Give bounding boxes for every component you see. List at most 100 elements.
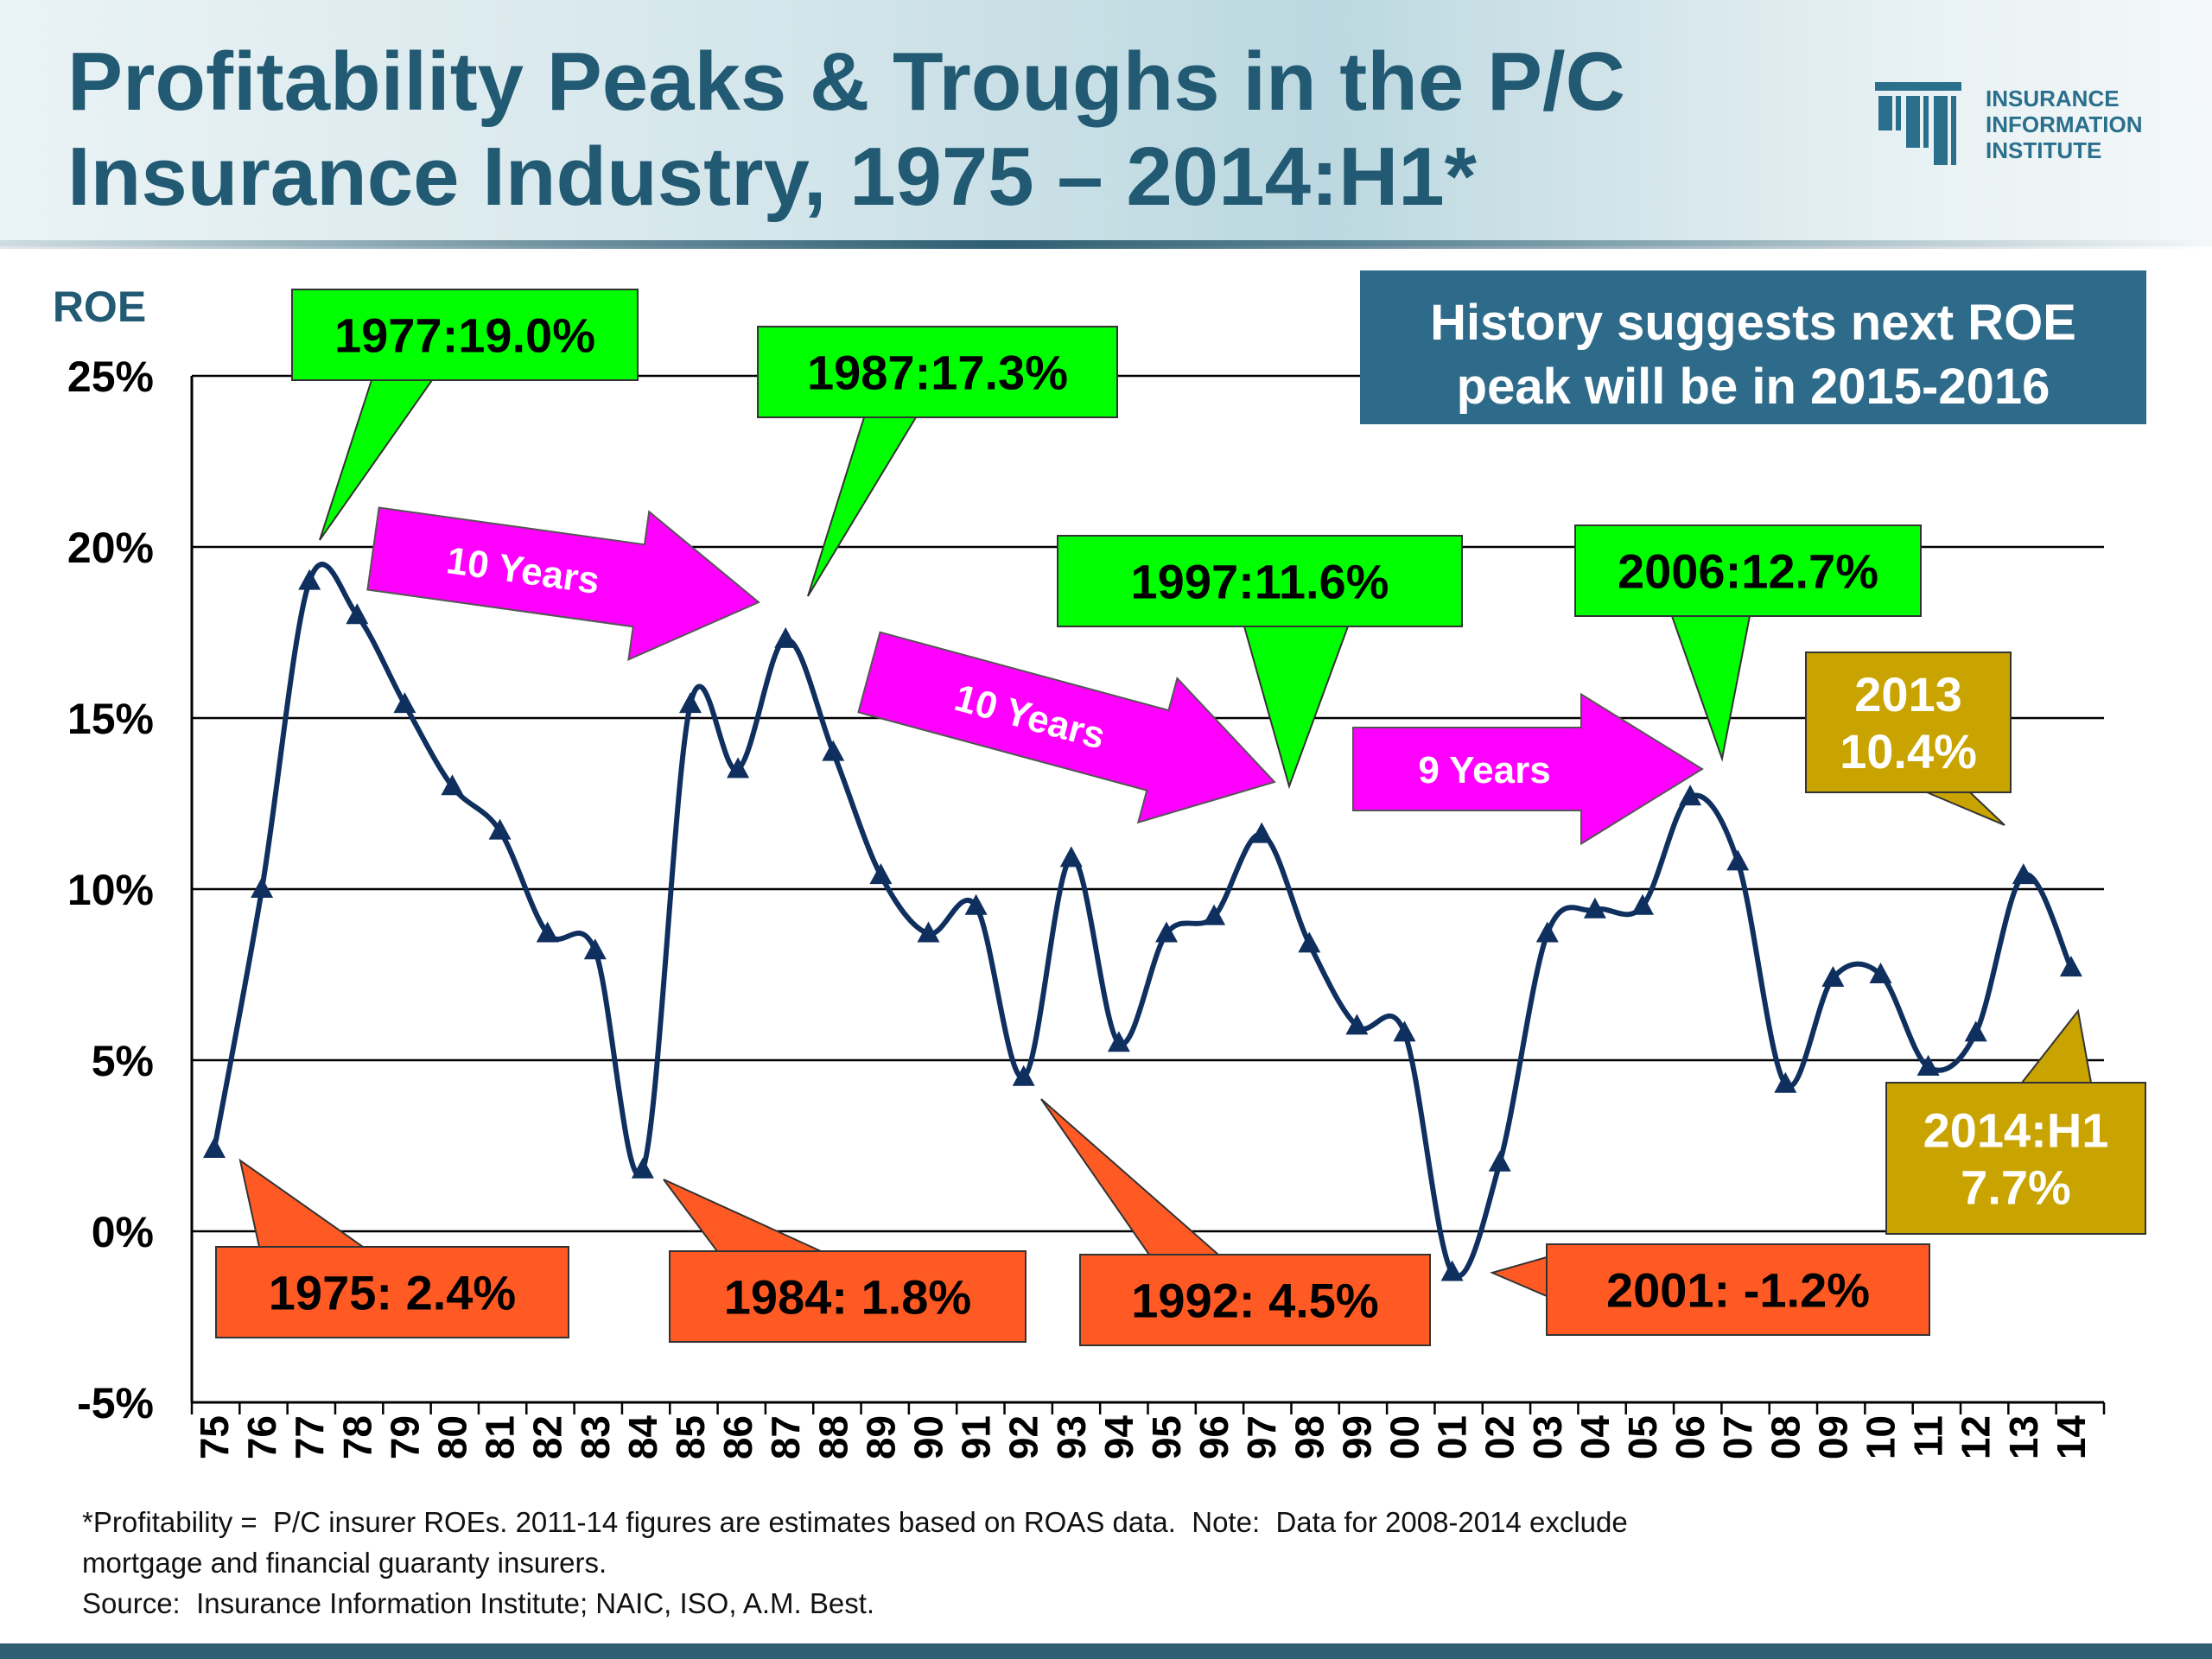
x-tick-label: 09: [1810, 1415, 1855, 1459]
x-tick-label: 94: [1096, 1415, 1141, 1460]
interval-arrow-shape: [366, 506, 760, 661]
x-tick-label: 84: [620, 1415, 665, 1460]
recent-callout-2014h1-label: 2014:H1 7.7%: [1923, 1103, 2109, 1215]
x-tick-label: 98: [1287, 1415, 1332, 1459]
x-tick-label: 88: [810, 1415, 855, 1459]
header-divider: [0, 240, 2212, 249]
data-point-marker: [1916, 1054, 1940, 1076]
data-point-marker: [1583, 897, 1606, 918]
peak-callout-pointer: [807, 416, 918, 597]
trough-callout-label: 1992: 4.5%: [1131, 1274, 1378, 1328]
data-point-marker: [631, 1157, 654, 1179]
data-point-marker: [298, 569, 321, 590]
y-tick-label: 20%: [67, 524, 154, 572]
x-tick-label: 00: [1382, 1415, 1427, 1459]
data-point-marker: [393, 692, 416, 714]
data-point-marker: [1774, 1071, 1797, 1093]
footnote: *Profitability = P/C insurer ROEs. 2011-…: [82, 1502, 2069, 1624]
footnote-line-1: *Profitability = P/C insurer ROEs. 2011-…: [82, 1506, 1628, 1538]
x-tick-label: 75: [192, 1415, 237, 1459]
y-tick-label: 15%: [67, 695, 154, 743]
data-point-marker: [679, 692, 702, 714]
peak-callout-pointer: [1670, 615, 1751, 762]
iii-logo-icon: [1875, 82, 1961, 165]
data-point-marker: [1250, 822, 1274, 843]
data-point-marker: [1964, 1020, 1987, 1042]
x-tick-label: 96: [1192, 1415, 1236, 1459]
x-tick-label: 05: [1620, 1415, 1665, 1459]
data-point-marker: [1869, 963, 1892, 983]
logo-text: INSURANCE INFORMATION INSTITUTE: [1986, 86, 2143, 163]
trough-callout: [215, 1158, 569, 1338]
data-point-marker: [1012, 1065, 1035, 1086]
trough-callout-box: [215, 1246, 569, 1338]
x-tick-label: 92: [1001, 1415, 1046, 1459]
x-tick-label: 78: [334, 1415, 379, 1459]
series-line: [212, 562, 2074, 1279]
data-point-marker: [1059, 846, 1083, 868]
trough-callout-pointer: [663, 1179, 822, 1252]
trough-callout-label: 2001: -1.2%: [1606, 1263, 1870, 1318]
data-point-marker: [251, 877, 274, 898]
x-tick-label: 77: [287, 1415, 332, 1459]
roe-line-chart: 10 Years 10 Years 9 Years -5% 0% 5% 10% 15% 20%…: [53, 270, 2146, 1459]
logo: INSURANCE INFORMATION INSTITUTE: [1875, 82, 2186, 168]
peak-callout-label: 1997:11.6%: [1131, 555, 1389, 609]
trough-callout: [1040, 1098, 1431, 1346]
data-point-marker: [1679, 785, 1702, 806]
bottom-bar: [0, 1643, 2212, 1659]
recent-callout-2013: [1805, 652, 2012, 826]
x-tick-label: 79: [382, 1415, 427, 1459]
data-point-marker: [1298, 931, 1321, 953]
data-point-marker: [964, 893, 988, 915]
data-point-marker: [1107, 1031, 1130, 1052]
peak-callout-pointer: [1243, 626, 1350, 790]
axes: [190, 376, 2106, 1414]
peak-callout: [291, 289, 639, 541]
recent-callout-2014h1-pointer: [2019, 1008, 2093, 1084]
x-tick-label: 10: [1859, 1415, 1904, 1459]
data-point-marker: [536, 921, 559, 943]
peak-callout-label: 2006:12.7%: [1618, 544, 1878, 599]
footnote-line-2: mortgage and financial guaranty insurers…: [82, 1547, 607, 1579]
trough-callout-label: 1975: 2.4%: [269, 1266, 516, 1320]
x-tick-label: 81: [478, 1415, 523, 1459]
data-point-marker: [1488, 1150, 1511, 1172]
x-tick-label: 95: [1144, 1415, 1189, 1459]
x-tick-label: 91: [954, 1415, 999, 1459]
interval-arrow: 10 Years: [366, 506, 760, 661]
y-tick-label: 25%: [67, 353, 154, 401]
info-box-text: History suggests next ROE peak will be in…: [1430, 295, 2076, 415]
x-tick-label: 12: [1954, 1415, 1999, 1459]
x-tick-label: 02: [1478, 1415, 1522, 1459]
x-tick-label: 90: [906, 1415, 951, 1459]
data-point-marker: [441, 774, 464, 796]
data-point-marker: [583, 938, 607, 960]
interval-arrow-label: 9 Years: [1418, 749, 1550, 791]
callouts: 10 Years 10 Years 9 Years: [215, 270, 2146, 1346]
roe-series-line: [212, 562, 2074, 1279]
data-point-marker: [203, 1136, 226, 1158]
y-tick-label: 10%: [67, 866, 154, 914]
data-point-marker: [917, 921, 940, 943]
interval-arrow: 10 Years: [857, 631, 1276, 824]
data-point-marker: [869, 863, 893, 885]
x-tick-label: 82: [525, 1415, 570, 1459]
header-band: Profitability Peaks & Troughs in the P/C…: [0, 0, 2212, 246]
data-point-marker: [1155, 921, 1178, 943]
recent-callout-2014h1-box: [1885, 1082, 2146, 1235]
x-tick-label: 06: [1668, 1415, 1713, 1459]
trough-callout: [663, 1179, 1027, 1343]
data-point-marker: [488, 818, 512, 840]
x-tick-label: 89: [858, 1415, 903, 1459]
data-point-marker: [2012, 863, 2035, 885]
page-title: Profitability Peaks & Troughs in the P/C…: [67, 35, 1625, 223]
recent-callout-2013-label: 2013 10.4%: [1840, 667, 1977, 779]
data-point-marker: [774, 626, 798, 648]
x-tick-label: 85: [668, 1415, 713, 1459]
peak-callout: [1057, 535, 1463, 790]
y-tick-label: 5%: [92, 1037, 154, 1085]
x-tick-label: 04: [1573, 1415, 1618, 1460]
labels: -5% 0% 5% 10% 15% 20% 25% ROE 75 76 77 78 79 80 81 82 83…: [53, 283, 2109, 1459]
data-point-marker: [1440, 1260, 1464, 1281]
